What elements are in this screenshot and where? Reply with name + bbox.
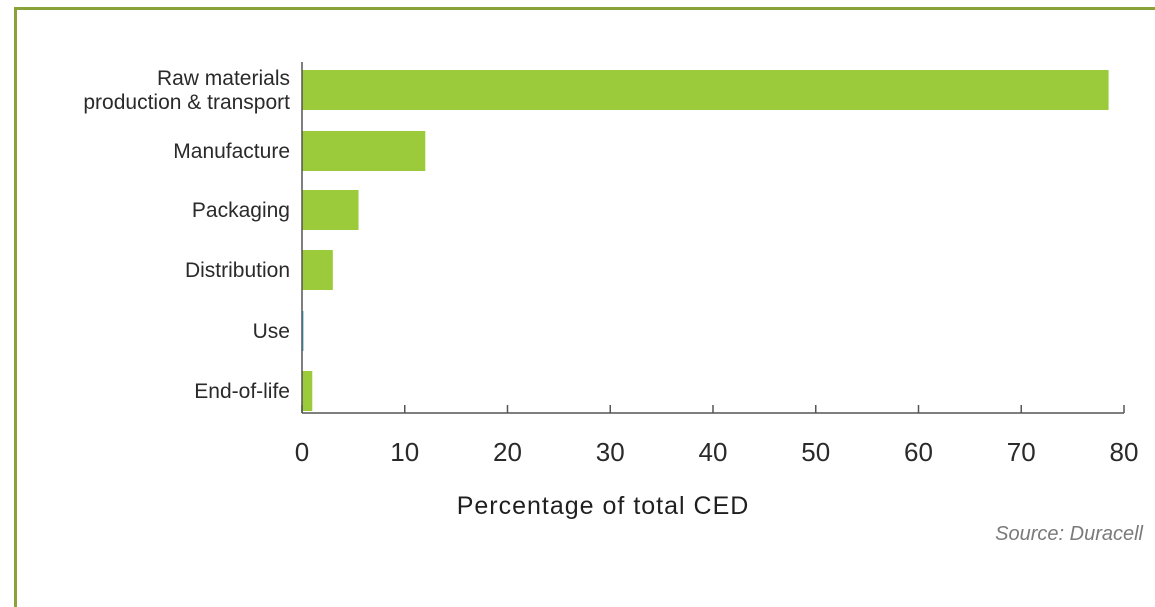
x-tick-group: 0 10 20 30 40 50 60 70 80 [295, 405, 1139, 467]
category-label-distribution: Distribution [185, 259, 290, 282]
x-axis-title: Percentage of total CED [457, 492, 750, 520]
x-tick-label-60: 60 [904, 437, 933, 467]
category-labels: Raw materials production & transport Manuf… [83, 67, 290, 403]
bar-distribution [302, 250, 333, 290]
category-label-manufacture: Manufacture [173, 140, 290, 163]
bar-manufacture [302, 131, 426, 171]
bar-end-of-life [302, 371, 313, 411]
source-note: Source: Duracell [995, 523, 1143, 545]
bar-raw-materials-production-transport [302, 70, 1109, 110]
bar-packaging [302, 190, 359, 230]
x-tick-label-20: 20 [493, 437, 522, 467]
category-label-raw-materials-production-transport: Raw materials production & transport [83, 67, 290, 114]
x-tick-label-50: 50 [801, 437, 830, 467]
x-tick-label-10: 10 [390, 437, 419, 467]
x-tick-label-0: 0 [295, 437, 309, 467]
x-tick-label-30: 30 [596, 437, 625, 467]
x-tick-label-70: 70 [1007, 437, 1036, 467]
bars-group [302, 70, 1109, 411]
x-tick-label-40: 40 [699, 437, 728, 467]
category-label-end-of-life: End-of-life [194, 380, 290, 403]
chart-frame [14, 7, 1155, 607]
x-tick-label-80: 80 [1110, 437, 1139, 467]
category-label-packaging: Packaging [192, 199, 290, 222]
category-label-use: Use [253, 320, 290, 343]
bar-chart: Raw materials production & transport Manuf… [83, 62, 1144, 545]
